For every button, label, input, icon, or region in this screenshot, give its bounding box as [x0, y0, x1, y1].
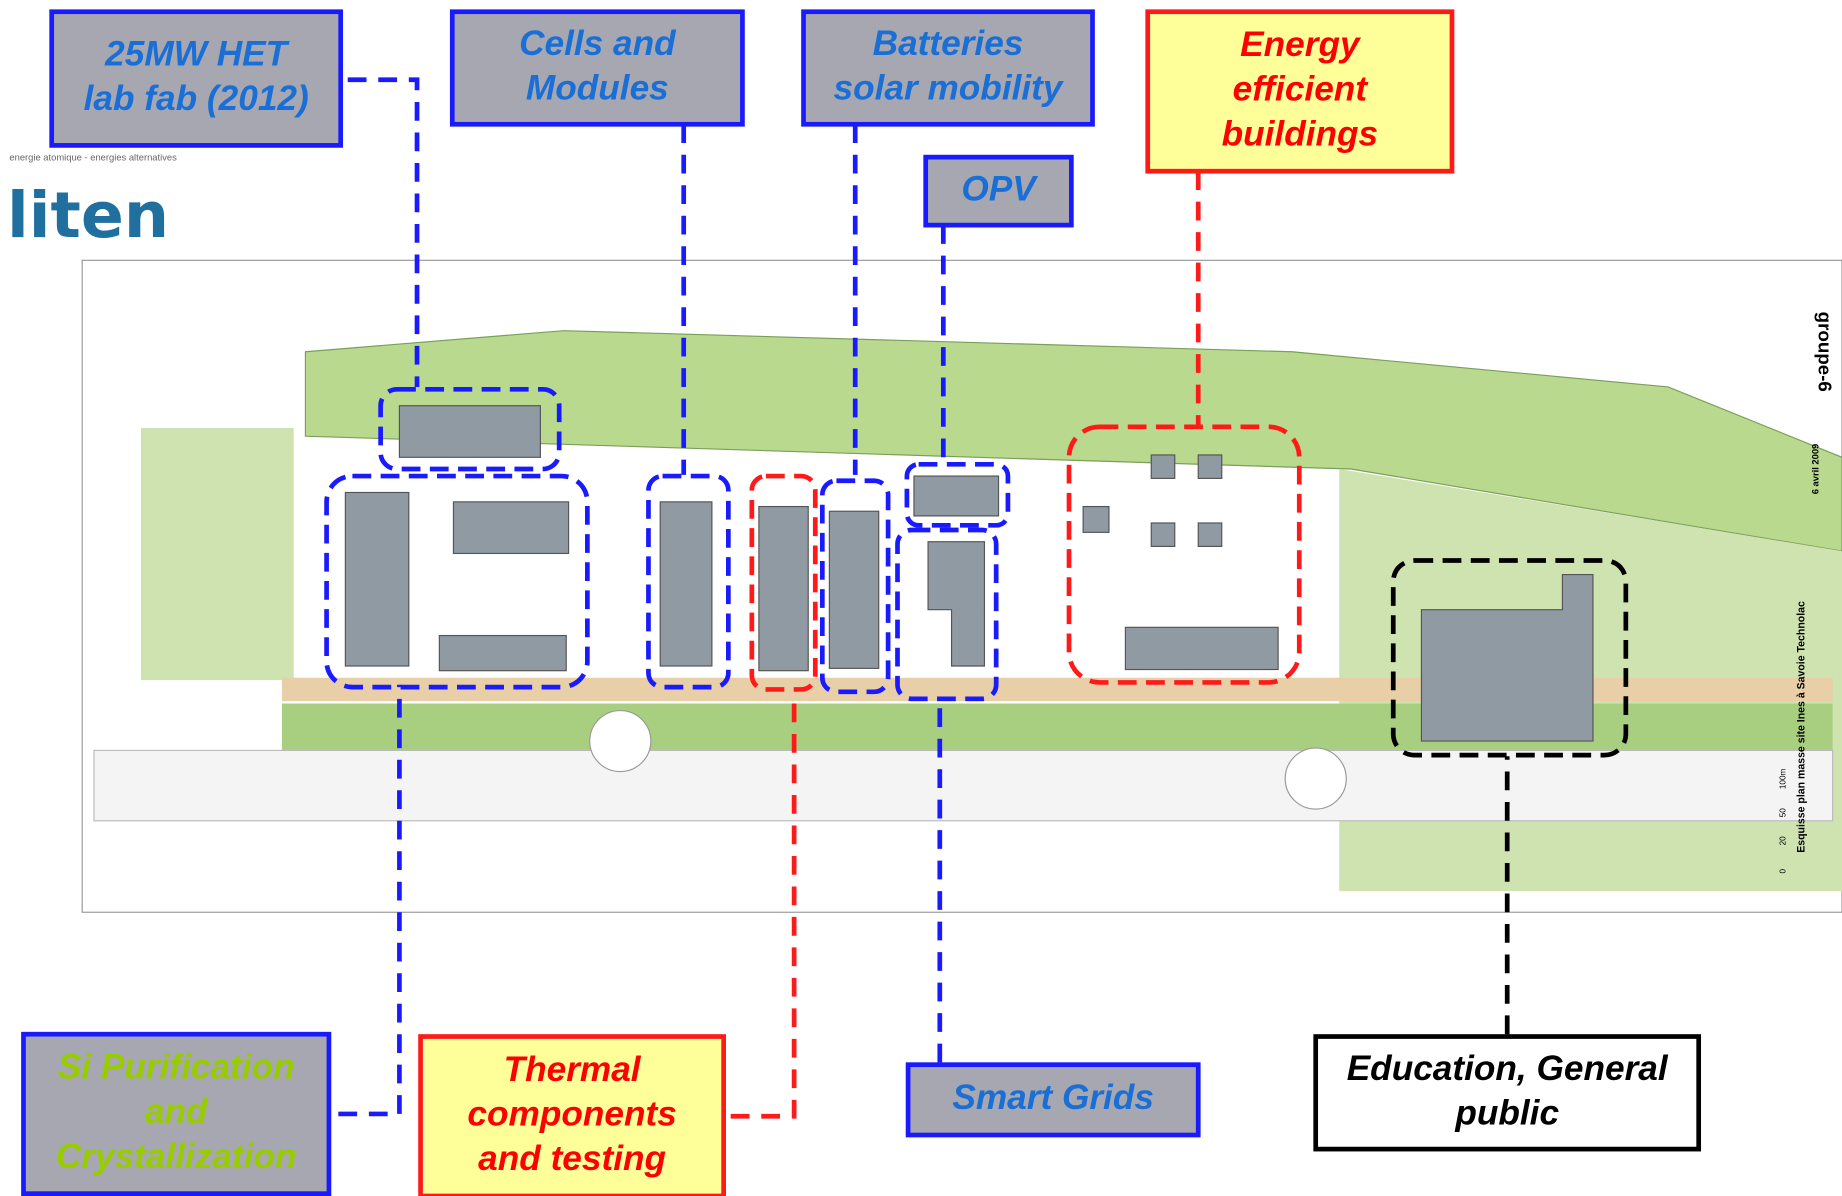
label-line: Energy: [1240, 25, 1362, 64]
label-line: Batteries: [873, 24, 1024, 63]
label-line: OPV: [961, 169, 1038, 208]
label-box: Batteries solar mobility: [804, 12, 1093, 125]
road: [94, 750, 1833, 820]
label-box: Cells and Modules: [452, 12, 742, 125]
tagline: energie atomique - energies alternatives: [9, 153, 177, 163]
label-line: Cells and: [519, 24, 677, 63]
label-box: OPV: [926, 157, 1072, 225]
label-line: solar mobility: [834, 69, 1065, 108]
label-line: components: [467, 1095, 676, 1134]
label-box: Education, General public: [1316, 1037, 1699, 1150]
label-line: and: [145, 1092, 209, 1131]
caption: Esquisse plan masse site Ines à Savoie T…: [1795, 601, 1807, 853]
promenade: [282, 678, 1833, 701]
scale-label: 50: [1779, 808, 1788, 818]
scale-label: 0: [1779, 869, 1788, 874]
label-line: Si Purification: [58, 1048, 295, 1087]
roundabout: [1285, 748, 1346, 809]
label-line: and testing: [478, 1139, 666, 1178]
scale-label: 100m: [1779, 768, 1788, 789]
label-line: Thermal: [504, 1050, 642, 1089]
label-box: 25MW HET lab fab (2012): [52, 12, 341, 146]
logo: liten: [7, 178, 169, 252]
label-line: 25MW HET: [104, 35, 289, 74]
map: groupe-6 6 avril 2009 Esquisse plan mass…: [82, 260, 1842, 912]
garden-strip: [282, 704, 1833, 751]
label-line: buildings: [1222, 114, 1379, 153]
label-line: Education, General: [1347, 1049, 1669, 1088]
parking: [141, 428, 294, 680]
label-line: efficient: [1233, 70, 1369, 109]
architect: groupe-6: [1815, 312, 1836, 392]
page: energie atomique - energies alternatives…: [0, 0, 1842, 1196]
label-box: Thermal components and testing: [421, 1037, 724, 1196]
label-line: lab fab (2012): [84, 79, 309, 118]
date: 6 avril 2009: [1810, 444, 1820, 495]
roundabout: [590, 711, 651, 772]
label-box: Energy efficient buildings: [1148, 12, 1452, 171]
label-line: public: [1454, 1093, 1559, 1132]
label-box: Smart Grids: [908, 1065, 1198, 1135]
label-line: Crystallization: [56, 1137, 297, 1176]
scale-label: 20: [1779, 836, 1788, 846]
label-line: Modules: [526, 69, 669, 108]
label-line: Smart Grids: [952, 1078, 1154, 1117]
label-box: Si Purification and Crystallization: [23, 1034, 328, 1193]
site-plan-diagram: energie atomique - energies alternatives…: [0, 0, 1842, 1196]
